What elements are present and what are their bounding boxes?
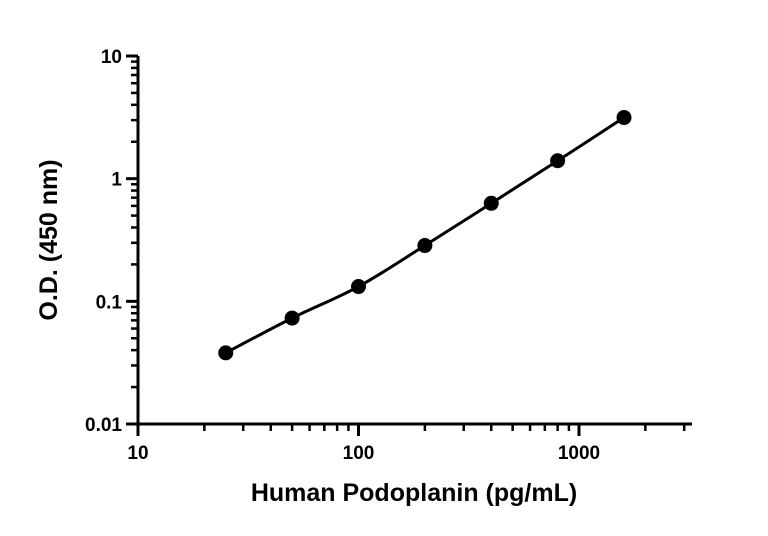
y-axis: 0.01 0.1 1 10	[85, 47, 140, 436]
x-axis: 10 100 1000	[127, 422, 692, 464]
data-point	[550, 153, 566, 169]
x-axis-title: Human Podoplanin (pg/mL)	[251, 479, 577, 507]
y-axis-title: O.D. (450 nm)	[35, 159, 63, 320]
x-tick-label: 10	[127, 443, 148, 464]
data-point	[218, 345, 234, 361]
data-point	[417, 238, 433, 254]
data-point	[483, 195, 499, 211]
data-point	[616, 110, 632, 126]
y-tick-label: 1	[111, 170, 122, 191]
data-points	[218, 110, 632, 361]
y-tick-label: 10	[101, 47, 122, 68]
x-tick-label: 100	[343, 443, 375, 464]
x-tick-label: 1000	[558, 443, 600, 464]
data-point	[284, 310, 300, 326]
data-point	[351, 279, 366, 295]
y-tick-label: 0.01	[85, 415, 122, 436]
y-tick-label: 0.1	[96, 292, 123, 313]
